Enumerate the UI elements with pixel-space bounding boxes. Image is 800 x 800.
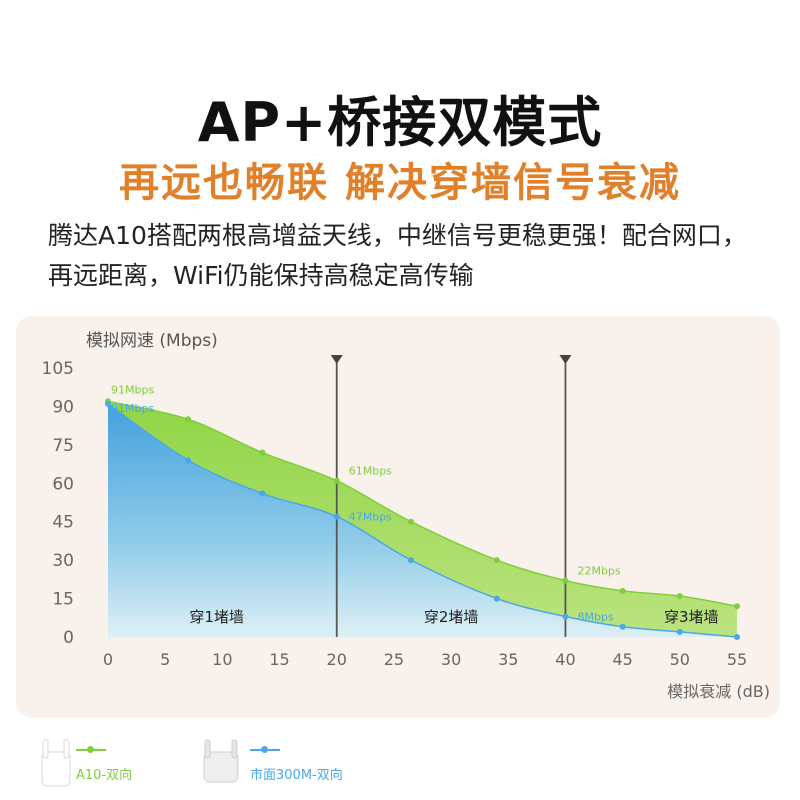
x-tick-label: 25: [384, 650, 404, 669]
x-tick-label: 20: [327, 650, 347, 669]
y-tick-label: 105: [42, 359, 74, 379]
y-tick-label: 15: [52, 590, 74, 610]
region-label: 穿1堵墙: [189, 608, 244, 626]
data-label: 22Mbps: [577, 565, 620, 578]
data-point-1: [105, 400, 111, 407]
x-tick-label: 10: [212, 650, 232, 669]
data-point-0: [562, 577, 569, 584]
divider-marker: [559, 355, 572, 364]
data-point-0: [408, 518, 415, 525]
data-point-0: [333, 477, 340, 484]
legend-generic-label: 市面300M-双向: [250, 768, 343, 783]
data-point-1: [408, 557, 415, 564]
series-area-1: [108, 403, 737, 637]
data-point-1: [259, 490, 266, 497]
data-point-0: [259, 449, 266, 456]
y-tick-label: 0: [63, 628, 74, 648]
y-tick-label: 90: [52, 397, 74, 417]
region-label: 穿2堵墙: [424, 608, 479, 626]
data-point-1: [619, 623, 626, 630]
data-label: 91Mbps: [111, 383, 154, 396]
x-tick-label: 30: [441, 650, 461, 669]
page-title: AP+桥接双模式: [197, 91, 603, 154]
data-point-1: [493, 595, 500, 602]
x-tick-label: 40: [555, 650, 575, 669]
data-label: 91Mbps: [111, 402, 154, 415]
y-tick-label: 30: [52, 551, 74, 571]
data-point-0: [493, 557, 500, 564]
x-tick-label: 15: [269, 650, 289, 669]
x-axis-title: 模拟衰减 (dB): [667, 682, 770, 701]
divider-marker: [330, 355, 343, 364]
x-tick-label: 5: [160, 650, 170, 669]
speed-chart: 模拟网速 (Mbps) 模拟衰减 (dB) 105 90 75 60 45 30 15 0 0 5 10…: [42, 331, 770, 701]
data-point-0: [185, 416, 192, 423]
data-point-1: [562, 613, 569, 620]
data-point-1: [185, 457, 192, 464]
legend-generic-dot: [261, 746, 268, 753]
legend-a10-dot: [87, 746, 94, 753]
generic-router-icon: [203, 739, 239, 783]
data-label: 61Mbps: [349, 465, 392, 478]
y-tick-label: 75: [52, 436, 74, 456]
series-line-1: [107, 403, 738, 638]
series-line-0: [107, 400, 738, 607]
region-label: 穿3堵墙: [664, 608, 719, 626]
x-tick-label: 50: [670, 650, 690, 669]
data-label: 8Mbps: [577, 611, 613, 624]
x-tick-label: 35: [498, 650, 518, 669]
data-point-0: [619, 587, 626, 594]
x-tick-label: 45: [612, 650, 632, 669]
legend: A10-双向 市面300M-双向: [0, 736, 800, 796]
data-point-1: [734, 634, 740, 640]
data-label: 47Mbps: [349, 511, 392, 524]
data-point-1: [676, 628, 683, 635]
a10-device-icon: [41, 739, 71, 787]
legend-a10-label: A10-双向: [76, 768, 133, 783]
data-point-1: [333, 513, 340, 520]
y-tick-label: 45: [52, 513, 74, 533]
data-point-0: [676, 593, 683, 600]
data-point-0: [734, 603, 740, 610]
x-tick-label: 0: [103, 650, 113, 669]
y-tick-label: 60: [52, 474, 74, 494]
page-subtitle: 再远也畅联 解决穿墙信号衰减: [119, 160, 681, 206]
y-axis-title: 模拟网速 (Mbps): [86, 331, 218, 351]
description-text: 腾达A10搭配两根高增益天线，中继信号更稳更强！配合网口，再远距离，WiFi仍能…: [48, 221, 747, 290]
x-tick-label: 55: [727, 650, 747, 669]
